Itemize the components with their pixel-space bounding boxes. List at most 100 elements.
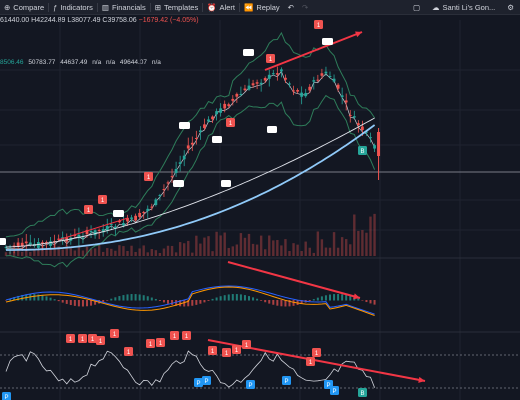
macd-histogram-bar xyxy=(65,300,68,304)
macd-histogram-bar xyxy=(243,295,246,301)
macd-histogram-bar xyxy=(154,298,157,301)
candle-body xyxy=(312,80,316,82)
oscillator-buy-marker-bg xyxy=(358,388,367,397)
volume-bar xyxy=(280,245,283,256)
oscillator-pivot-marker: P xyxy=(2,392,11,400)
macd-histogram-bar xyxy=(77,300,80,307)
macd-histogram-bar xyxy=(260,300,263,301)
volume-bar xyxy=(69,248,72,256)
volume-bar xyxy=(312,252,315,256)
financials-button[interactable]: ▥ Financials xyxy=(98,0,150,14)
volume-bar xyxy=(158,252,162,256)
alert-button[interactable]: ⏰ Alert xyxy=(203,0,239,14)
candle-body xyxy=(243,88,247,91)
settings-button[interactable]: ⚙ xyxy=(503,0,518,14)
oscillator-sell-marker-text: 1 xyxy=(127,350,131,356)
oscillator-sell-marker-bg xyxy=(110,329,119,338)
candle-body xyxy=(16,242,20,247)
undo-button[interactable]: ↶ xyxy=(284,0,298,14)
candle-body xyxy=(41,242,44,244)
macd-histogram-bar xyxy=(329,294,331,301)
candle-body xyxy=(324,71,328,74)
macd-histogram-bar xyxy=(45,296,48,301)
candle-body xyxy=(138,212,142,217)
oscillator-sell-marker-bg xyxy=(232,345,241,354)
price-label-marker xyxy=(243,49,254,56)
candle-body xyxy=(113,226,117,229)
oscillator-pivot-marker-text: P xyxy=(196,381,200,387)
macd-histogram-bar xyxy=(337,294,340,301)
oscillator-sell-marker-bg xyxy=(222,348,231,357)
volume-bar xyxy=(142,245,145,256)
oscillator-sell-marker-bg xyxy=(88,334,97,343)
candle-body xyxy=(304,92,308,97)
volume-bar xyxy=(272,240,275,256)
indicators-button[interactable]: ƒ Indicators xyxy=(49,0,97,14)
candle-body xyxy=(178,162,182,164)
macd-histogram-bar xyxy=(138,294,141,301)
macd-histogram-bar xyxy=(150,297,153,301)
layout-toggle-button[interactable]: ▢ xyxy=(409,0,424,14)
oscillator-pivot-marker-bg xyxy=(246,380,255,389)
macd-histogram-bar xyxy=(284,300,287,307)
oscillator-sell-marker-bg xyxy=(182,331,191,340)
volume-bar xyxy=(373,213,376,256)
volume-bar xyxy=(308,247,311,256)
macd-histogram-bar xyxy=(357,298,360,301)
macd-line xyxy=(5,285,375,315)
volume-bar xyxy=(118,245,121,256)
macd-histogram-bar xyxy=(316,297,319,301)
oscillator-pivot-marker-bg xyxy=(2,392,11,400)
sell-signal-marker-text: 1 xyxy=(87,208,91,214)
oscillator-pivot-marker-text: P xyxy=(4,395,8,400)
oscillator-buy-marker: B xyxy=(358,388,367,397)
candle-body xyxy=(93,230,97,236)
templates-button[interactable]: ⊞ Templates xyxy=(151,0,202,14)
candle-body xyxy=(219,108,223,113)
buy-signal-marker-bg xyxy=(358,146,367,155)
layout-name-button[interactable]: ☁ Santi Li's Gon... xyxy=(428,0,499,14)
macd-histogram-bar xyxy=(13,297,16,301)
candle-body xyxy=(251,83,255,86)
candle-body xyxy=(223,103,227,109)
volume-bar xyxy=(187,240,190,256)
redo-button[interactable]: ↷ xyxy=(298,0,312,14)
compare-button[interactable]: ⊕ Compare xyxy=(0,0,48,14)
candle-body xyxy=(259,82,263,85)
macd-histogram-bar xyxy=(37,294,40,301)
candle-body xyxy=(162,189,166,191)
macd-signal-line xyxy=(5,286,375,316)
volume-bar xyxy=(174,252,178,256)
candle-body xyxy=(280,69,283,72)
candle-body xyxy=(255,82,259,84)
sell-signal-marker-text: 1 xyxy=(229,121,233,127)
volume-bar xyxy=(365,232,368,256)
oscillator-sell-marker-bg xyxy=(146,339,155,348)
volume-bar xyxy=(12,251,16,256)
macd-histogram-bar xyxy=(94,300,97,305)
early-trend-line xyxy=(57,217,129,241)
macd-histogram-bar xyxy=(167,300,169,304)
macd-histogram-bar xyxy=(223,295,226,301)
volume-bar xyxy=(138,248,141,256)
candle-body xyxy=(32,243,36,245)
oscillator-pivot-marker-text: P xyxy=(332,389,336,395)
candle-body xyxy=(182,155,186,160)
candle-body xyxy=(122,223,125,226)
moving-averages xyxy=(5,117,376,251)
volume-bar xyxy=(223,232,226,256)
price-label-marker xyxy=(179,122,190,129)
macd-histogram-bar xyxy=(53,299,56,301)
sell-signal-marker-bg xyxy=(98,195,107,204)
volume-bar xyxy=(332,232,336,256)
candle-body xyxy=(24,241,28,244)
volume-bar xyxy=(284,239,287,256)
sell-signal-marker-bg xyxy=(226,118,235,127)
macd-histogram-bar xyxy=(248,296,250,301)
replay-button[interactable]: ⏪ Replay xyxy=(240,0,284,14)
macd-histogram-bar xyxy=(203,300,206,303)
oscillator-pivot-marker-text: P xyxy=(204,379,208,385)
macd-histogram-bar xyxy=(187,300,190,307)
candle-body xyxy=(4,246,8,248)
